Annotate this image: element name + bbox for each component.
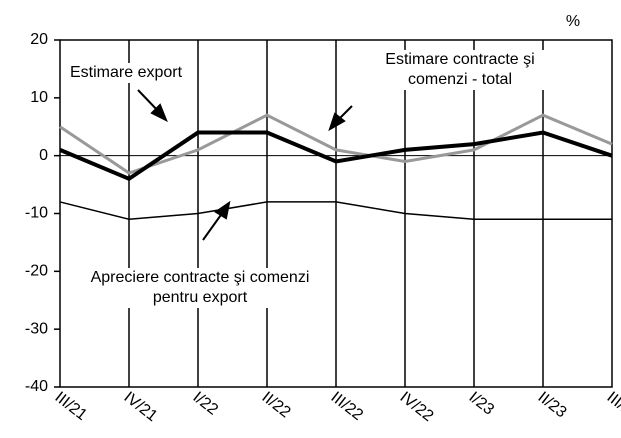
y-tick-label: 20: [30, 31, 48, 48]
x-tick-label: II/22: [259, 389, 294, 422]
x-tick-label: IV/21: [121, 389, 161, 425]
annotation: Estimare contracte şi comenzi - total: [355, 50, 565, 90]
annotation: Apreciere contracte şi comenzi pentru ex…: [80, 268, 320, 308]
y-tick-label: -30: [25, 320, 48, 337]
y-tick-label: 10: [30, 89, 48, 106]
annotation: Estimare export: [70, 63, 183, 83]
series-line: [59, 201, 612, 221]
unit-label: %: [566, 13, 580, 30]
x-tick-label: I/23: [466, 389, 498, 419]
x-tick-label: I/22: [190, 389, 222, 419]
plot: III/21 IV/21 I/22 II/22 III/22 IV/22 I/23 II/23…: [25, 31, 621, 425]
y-tick-label: -20: [25, 263, 48, 280]
x-tick-label: III/23: [604, 389, 621, 424]
y-tick-label: -40: [25, 378, 48, 395]
arrows: [137, 89, 353, 241]
y-tick-label: -10: [25, 205, 48, 222]
x-tick-label: IV/22: [397, 389, 437, 425]
x-tick-label: III/21: [52, 389, 91, 424]
y-tick-label: 0: [39, 147, 48, 164]
series-line: [59, 130, 613, 182]
x-tick-label: II/23: [535, 389, 570, 422]
x-tick-label: III/22: [328, 389, 367, 424]
